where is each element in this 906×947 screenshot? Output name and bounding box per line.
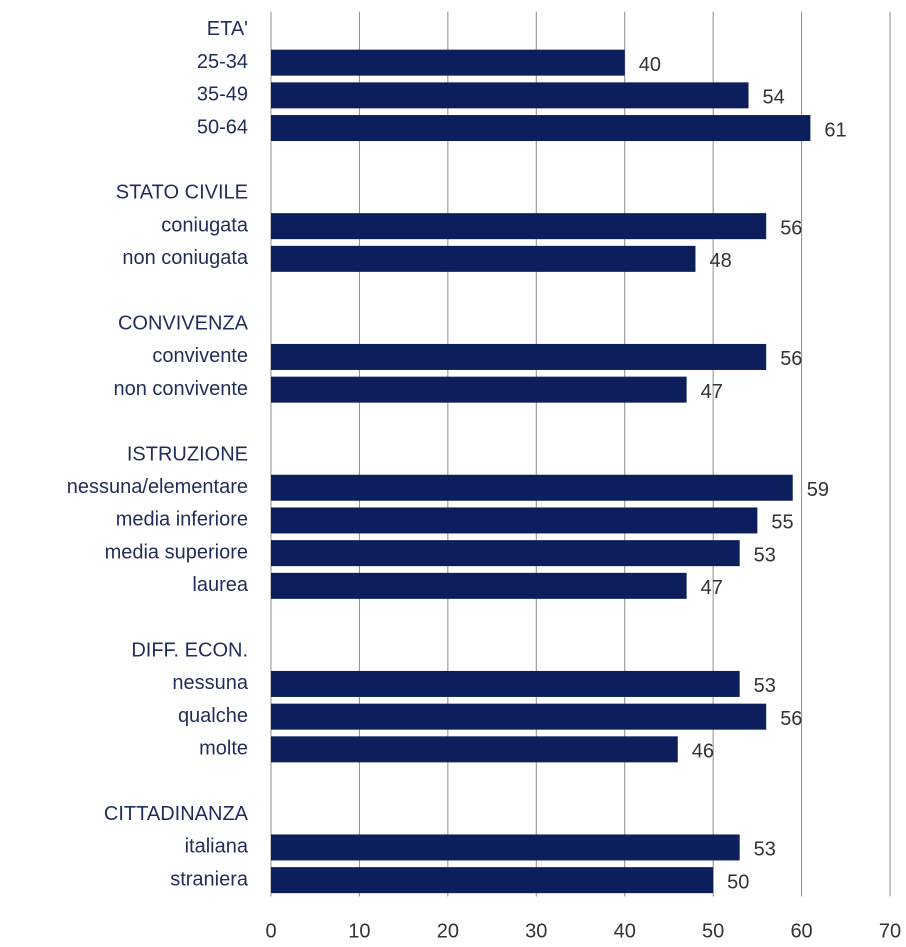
bar <box>271 474 793 501</box>
bar <box>271 670 740 697</box>
x-tick-label: 60 <box>790 920 812 942</box>
x-tick-label: 20 <box>437 920 459 942</box>
data-label: 55 <box>771 512 793 534</box>
bar <box>271 376 687 403</box>
bar <box>271 213 767 240</box>
y-tick-label: 50-64 <box>197 116 248 138</box>
bar <box>271 834 740 861</box>
data-label: 56 <box>780 348 802 370</box>
y-tick-label: molte <box>199 738 248 760</box>
y-tick-label: CITTADINANZA <box>104 803 249 825</box>
y-tick-label: qualche <box>178 705 248 727</box>
data-label: 56 <box>780 708 802 730</box>
y-tick-label: nessuna <box>172 672 248 694</box>
y-tick-label: coniugata <box>161 214 249 236</box>
bar <box>271 49 625 76</box>
data-label: 50 <box>727 871 749 893</box>
data-label: 53 <box>754 675 776 697</box>
y-tick-label: media inferiore <box>116 509 248 531</box>
y-tick-label: italiana <box>185 836 249 858</box>
x-tick-label: 10 <box>348 920 370 942</box>
bar <box>271 540 740 567</box>
data-label: 48 <box>709 250 731 272</box>
x-tick-label: 0 <box>265 920 276 942</box>
y-tick-label: non coniugata <box>122 247 249 269</box>
y-tick-label: convivente <box>152 345 248 367</box>
bar <box>271 572 687 599</box>
y-tick-label: non convivente <box>113 378 248 400</box>
y-tick-label: 25-34 <box>197 51 248 73</box>
data-label: 54 <box>763 87 785 109</box>
data-label: 56 <box>780 217 802 239</box>
x-tick-label: 30 <box>525 920 547 942</box>
data-label: 59 <box>807 479 829 501</box>
bar <box>271 115 811 142</box>
y-tick-label: laurea <box>192 574 248 596</box>
y-tick-label: ETA' <box>207 18 248 40</box>
y-tick-label: media superiore <box>105 541 248 563</box>
y-tick-label: straniera <box>170 868 249 890</box>
data-label: 47 <box>701 381 723 403</box>
bar <box>271 867 714 894</box>
y-tick-label: CONVIVENZA <box>118 313 249 335</box>
y-tick-label: STATO CIVILE <box>116 182 248 204</box>
x-tick-label: 40 <box>614 920 636 942</box>
x-tick-label: 70 <box>879 920 901 942</box>
data-label: 40 <box>639 54 661 76</box>
bar <box>271 245 696 272</box>
data-label: 53 <box>754 839 776 861</box>
y-tick-label: 35-49 <box>197 84 248 106</box>
bar <box>271 736 678 763</box>
x-tick-label: 50 <box>702 920 724 942</box>
y-tick-label: ISTRUZIONE <box>127 443 248 465</box>
data-label: 53 <box>754 544 776 566</box>
data-label: 61 <box>824 119 846 141</box>
bar <box>271 507 758 534</box>
y-tick-label: DIFF. ECON. <box>131 640 248 662</box>
data-label: 46 <box>692 741 714 763</box>
bar <box>271 82 749 109</box>
data-label: 47 <box>701 577 723 599</box>
bar <box>271 703 767 730</box>
y-tick-label: nessuna/elementare <box>67 476 248 498</box>
bar <box>271 343 767 370</box>
